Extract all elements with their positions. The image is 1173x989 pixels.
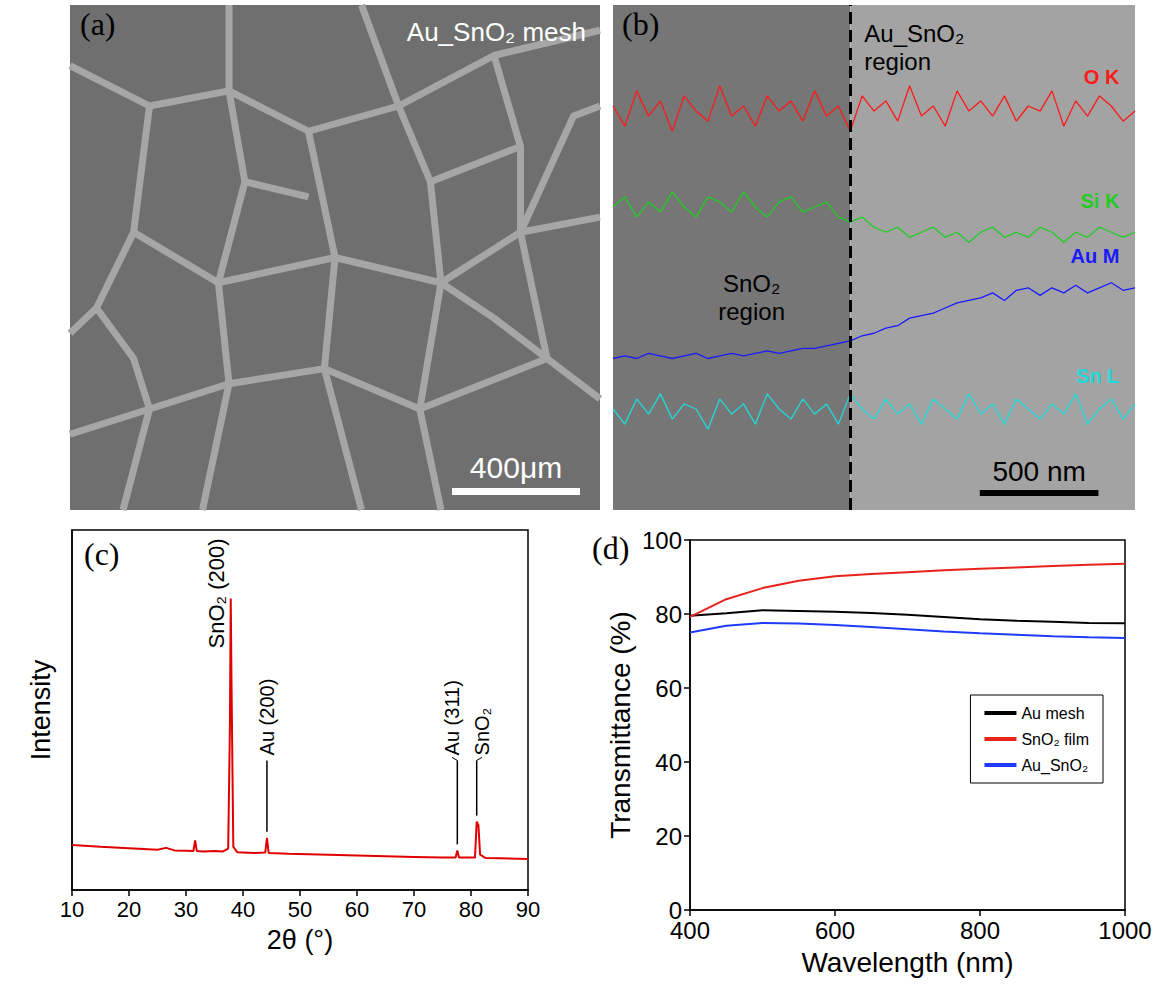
svg-text:800: 800 [960, 917, 1000, 944]
svg-text:30: 30 [174, 897, 198, 922]
svg-text:400: 400 [670, 917, 710, 944]
svg-text:70: 70 [402, 897, 426, 922]
svg-text:0: 0 [668, 896, 682, 924]
svg-text:2θ (°): 2θ (°) [267, 925, 333, 955]
svg-text:(d): (d) [592, 530, 629, 566]
svg-text:10: 10 [60, 897, 84, 922]
svg-text:SnO₂ (200): SnO₂ (200) [204, 538, 229, 648]
svg-text:80: 80 [459, 897, 483, 922]
svg-text:Wavelength (nm): Wavelength (nm) [801, 947, 1013, 978]
svg-text:1000: 1000 [1098, 917, 1151, 944]
svg-text:(a): (a) [80, 6, 116, 42]
svg-text:40: 40 [655, 749, 682, 776]
svg-text:Au M: Au M [1070, 245, 1119, 267]
svg-text:(b): (b) [622, 6, 659, 42]
svg-text:90: 90 [516, 897, 540, 922]
svg-text:60: 60 [655, 675, 682, 702]
svg-text:Au (200): Au (200) [256, 679, 278, 756]
svg-text:Au mesh: Au mesh [1021, 705, 1084, 722]
svg-text:SnO₂: SnO₂ [471, 708, 493, 756]
svg-text:600: 600 [815, 917, 855, 944]
svg-text:O K: O K [1084, 66, 1120, 88]
svg-text:500 nm: 500 nm [992, 456, 1085, 487]
svg-text:80: 80 [655, 601, 682, 628]
svg-text:20: 20 [655, 823, 682, 850]
svg-text:100: 100 [642, 527, 682, 554]
svg-text:region: region [718, 298, 785, 325]
svg-text:Au_SnO₂: Au_SnO₂ [864, 20, 964, 47]
svg-text:Intensity: Intensity [26, 659, 56, 760]
svg-text:SnO₂: SnO₂ [723, 270, 780, 297]
svg-text:Au_SnO₂ mesh: Au_SnO₂ mesh [407, 17, 586, 47]
svg-text:Si K: Si K [1080, 190, 1119, 212]
svg-text:region: region [864, 48, 931, 75]
svg-text:Sn L: Sn L [1076, 365, 1119, 387]
svg-text:(c): (c) [84, 536, 120, 572]
svg-text:20: 20 [117, 897, 141, 922]
svg-text:40: 40 [231, 897, 255, 922]
svg-text:SnO₂ film: SnO₂ film [1021, 731, 1089, 748]
svg-text:Au_SnO₂: Au_SnO₂ [1021, 757, 1088, 775]
svg-text:400μm: 400μm [470, 451, 562, 484]
svg-text:Transmittance (%): Transmittance (%) [605, 611, 636, 839]
svg-text:Au (311): Au (311) [441, 680, 463, 755]
svg-text:60: 60 [345, 897, 369, 922]
svg-text:50: 50 [288, 897, 312, 922]
